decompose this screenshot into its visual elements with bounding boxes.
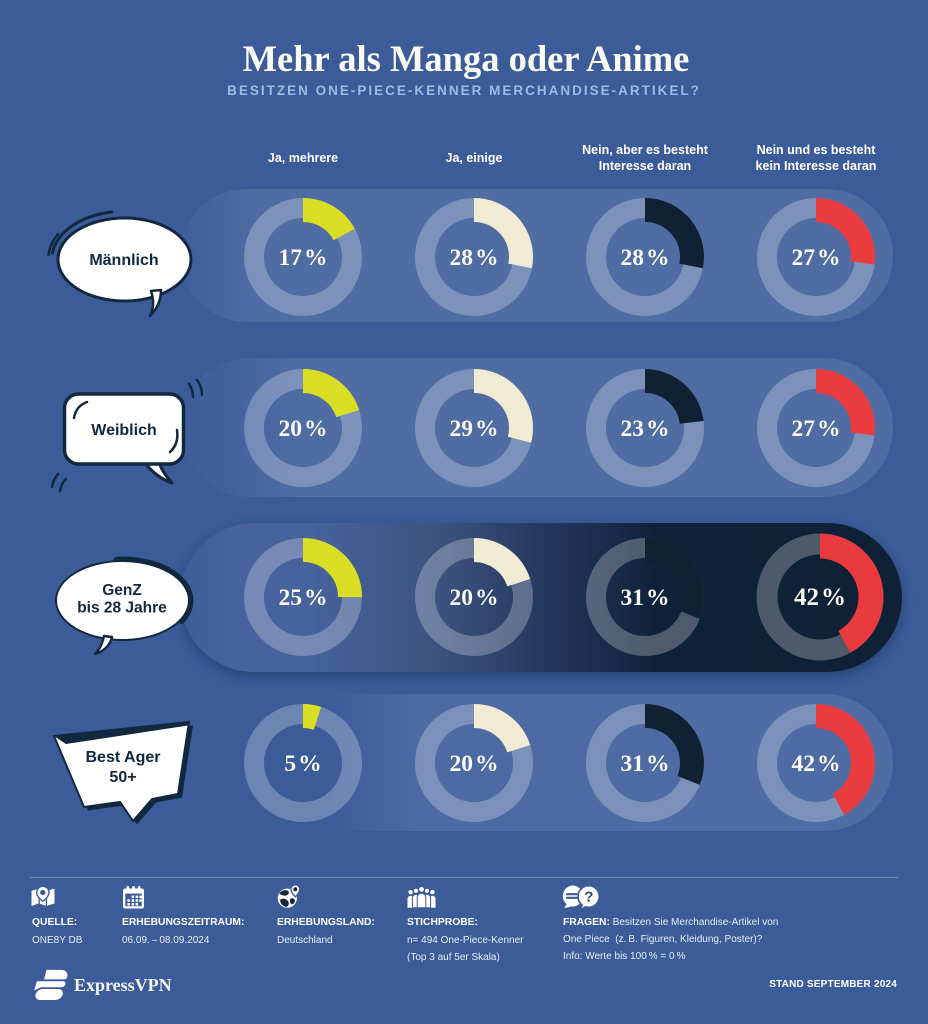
svg-text:31 %: 31 % [621,585,670,611]
svg-text:42 %: 42 % [794,584,846,611]
svg-text:20 %: 20 % [450,751,499,777]
svg-text:Best Ager: Best Ager [86,749,161,766]
svg-text:28 %: 28 % [450,245,499,271]
svg-text:17 %: 17 % [279,245,328,271]
svg-text:Weiblich: Weiblich [91,422,157,439]
svg-text:20 %: 20 % [279,416,328,442]
svg-text:31 %: 31 % [621,751,670,777]
svg-text:bis 28 Jahre: bis 28 Jahre [77,600,167,617]
svg-text:27 %: 27 % [792,416,841,442]
svg-text:5 %: 5 % [284,751,321,777]
svg-text:50+: 50+ [109,769,136,786]
svg-text:28 %: 28 % [621,245,670,271]
svg-text:29 %: 29 % [450,416,499,442]
svg-text:20 %: 20 % [450,585,499,611]
svg-text:25 %: 25 % [279,585,328,611]
svg-text:?: ? [584,889,593,906]
svg-text:27 %: 27 % [792,245,841,271]
svg-text:Männlich: Männlich [89,252,158,269]
svg-text:23 %: 23 % [621,416,670,442]
svg-text:42 %: 42 % [792,751,841,777]
svg-text:GenZ: GenZ [102,582,142,599]
